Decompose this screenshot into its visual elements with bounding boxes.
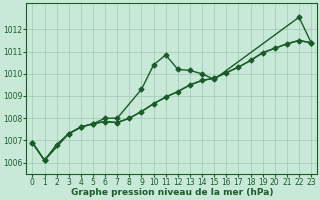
X-axis label: Graphe pression niveau de la mer (hPa): Graphe pression niveau de la mer (hPa) (70, 188, 273, 197)
